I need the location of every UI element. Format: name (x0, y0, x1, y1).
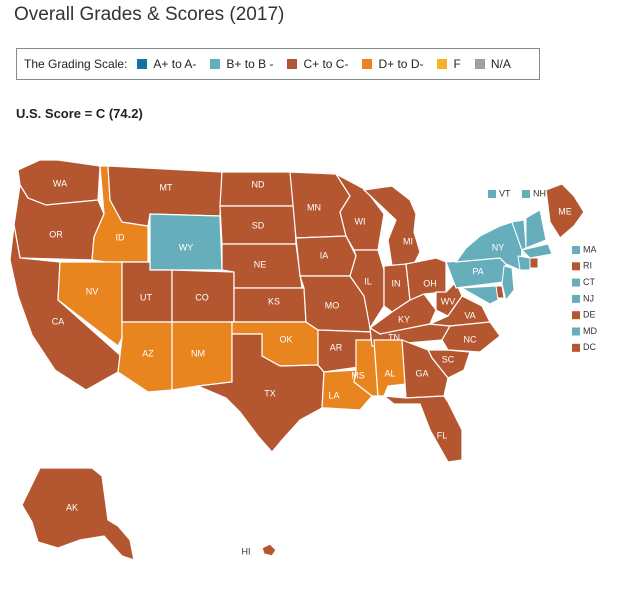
callout-label-vt: VT (499, 188, 511, 198)
state-label-ut: UT (140, 292, 152, 302)
state-label-fl: FL (437, 430, 448, 440)
state-label-sd: SD (252, 220, 265, 230)
state-ca[interactable] (9, 224, 121, 391)
callout-label-ma: MA (583, 244, 597, 254)
state-label-oh: OH (423, 278, 437, 288)
state-ma[interactable] (521, 243, 553, 259)
legend-lead-label: The Grading Scale: (24, 57, 128, 71)
page-title: Overall Grades & Scores (2017) (14, 4, 285, 25)
legend-swatch (437, 59, 448, 69)
legend-item-d: D+ to D- (362, 57, 423, 71)
callout-label-nj: NJ (583, 293, 594, 303)
state-label-ok: OK (279, 334, 292, 344)
legend-item-a: A+ to A- (137, 57, 196, 71)
callout-label-ri: RI (583, 261, 592, 271)
state-label-wy: WY (179, 242, 194, 252)
state-label-ca: CA (52, 316, 65, 326)
grading-scale-legend: The Grading Scale: A+ to A- B+ to B - C+… (16, 48, 540, 80)
state-tx[interactable] (195, 333, 325, 453)
state-label-ne: NE (254, 259, 267, 269)
state-label-ia: IA (320, 250, 329, 260)
state-fl[interactable] (382, 395, 463, 463)
state-ri[interactable] (529, 257, 539, 269)
callout-label-ct: CT (583, 277, 595, 287)
state-label-ms: MS (351, 370, 365, 380)
state-label-nd: ND (252, 179, 265, 189)
state-label-in: IN (392, 278, 401, 288)
state-me[interactable] (545, 183, 585, 239)
state-label-ga: GA (415, 368, 428, 378)
callout-swatch-ma[interactable] (572, 246, 580, 254)
state-label-va: VA (464, 310, 475, 320)
state-label-co: CO (195, 292, 209, 302)
callout-label-dc: DC (583, 342, 596, 352)
legend-label: N/A (490, 57, 511, 71)
legend-swatch (137, 59, 148, 69)
state-md[interactable] (460, 285, 499, 305)
callout-swatch-ct[interactable] (572, 278, 580, 287)
state-label-hi: HI (242, 546, 251, 556)
state-label-wa: WA (53, 178, 67, 188)
legend-label: F (453, 57, 461, 71)
state-label-ak: AK (66, 502, 78, 512)
legend-label: A+ to A- (153, 57, 197, 71)
callout-label-nh: NH (533, 188, 546, 198)
callout-swatch-vt[interactable] (488, 190, 496, 198)
legend-swatch (210, 59, 221, 69)
legend-item-f: F (437, 57, 461, 71)
callout-swatch-ri[interactable] (572, 262, 580, 271)
state-label-or: OR (49, 229, 63, 239)
callout-swatch-md[interactable] (572, 327, 580, 336)
state-label-wi: WI (355, 216, 366, 226)
callout-swatch-dc[interactable] (572, 343, 580, 352)
state-label-nv: NV (86, 286, 99, 296)
state-label-tn: TN (388, 332, 400, 342)
state-label-ks: KS (268, 296, 280, 306)
state-ct[interactable] (517, 255, 531, 271)
state-label-ky: KY (398, 314, 410, 324)
state-nj[interactable] (501, 265, 515, 302)
state-label-il: IL (364, 276, 372, 286)
state-ak[interactable] (21, 467, 135, 561)
state-label-me: ME (558, 206, 572, 216)
legend-swatch (474, 59, 485, 69)
state-label-mn: MN (307, 202, 321, 212)
legend-item-c: C+ to C- (287, 57, 348, 71)
state-label-al: AL (384, 368, 395, 378)
legend-label: C+ to C- (303, 57, 349, 71)
state-label-mo: MO (325, 300, 340, 310)
state-label-mi: MI (403, 236, 413, 246)
us-score: U.S. Score = C (74.2) (16, 106, 143, 121)
state-label-ar: AR (330, 342, 343, 352)
legend-item-na: N/A (474, 57, 511, 71)
state-label-sc: SC (442, 354, 455, 364)
legend-label: D+ to D- (378, 57, 424, 71)
state-label-ny: NY (492, 242, 505, 252)
state-label-mt: MT (160, 182, 173, 192)
state-label-nc: NC (464, 334, 477, 344)
callout-swatch-de[interactable] (572, 311, 580, 320)
callout-swatch-nh[interactable] (522, 190, 530, 198)
state-nh[interactable] (525, 209, 547, 249)
callout-label-de: DE (583, 310, 596, 320)
state-label-wv: WV (441, 296, 456, 306)
state-hi[interactable] (261, 543, 277, 557)
state-label-nm: NM (191, 348, 205, 358)
legend-label: B+ to B - (226, 57, 274, 71)
state-mi[interactable] (362, 185, 421, 269)
state-label-az: AZ (142, 348, 154, 358)
legend-swatch (287, 59, 298, 69)
state-label-pa: PA (472, 266, 483, 276)
legend-item-b: B+ to B - (210, 57, 273, 71)
state-label-tx: TX (264, 388, 276, 398)
callout-label-md: MD (583, 326, 597, 336)
state-label-la: LA (328, 390, 339, 400)
callout-swatch-nj[interactable] (572, 294, 580, 303)
legend-swatch (362, 59, 373, 69)
state-label-id: ID (116, 232, 126, 242)
